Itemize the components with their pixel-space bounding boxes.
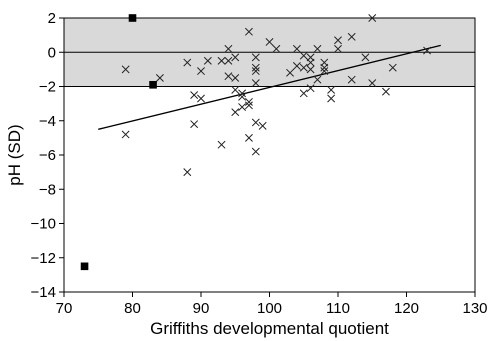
y-axis-title: pH (SD) [5, 124, 24, 185]
y-tick-label: −2 [39, 79, 56, 96]
data-point-cross [299, 89, 308, 98]
data-point-cross [251, 118, 260, 127]
x-tick-label: 120 [394, 300, 419, 317]
data-point-cross [224, 44, 233, 53]
data-point-cross [203, 56, 212, 65]
data-point-cross [231, 108, 240, 117]
data-point-cross [251, 147, 260, 156]
y-tick-label: 0 [48, 44, 56, 61]
data-point-cross [265, 38, 274, 46]
data-point-cross [299, 63, 308, 72]
data-point-cross [313, 75, 322, 84]
data-point-cross [251, 67, 260, 76]
data-point-cross [190, 120, 199, 129]
x-axis-title: Griffiths developmental quotient [150, 319, 389, 338]
data-point-cross [244, 133, 253, 142]
data-point-cross [306, 58, 315, 67]
data-point-cross [292, 61, 301, 70]
data-point-cross [368, 79, 377, 88]
data-point-cross [224, 56, 233, 65]
data-point-cross [258, 121, 267, 130]
data-point-cross [368, 14, 377, 22]
data-point-cross [244, 27, 253, 36]
data-point-cross [217, 56, 226, 65]
data-point-cross [320, 63, 329, 72]
data-point-cross [320, 67, 329, 76]
y-tick-label: 2 [48, 10, 56, 27]
x-tick-label: 110 [326, 300, 350, 317]
data-point-cross [197, 94, 205, 103]
data-point-cross [155, 73, 164, 82]
data-point-cross [251, 63, 260, 72]
data-point-cross [286, 68, 295, 77]
data-point-cross [313, 44, 322, 53]
x-tick-label: 100 [257, 300, 282, 317]
x-tick-label: 130 [462, 300, 487, 317]
data-point-cross [217, 140, 226, 149]
y-tick-label: −8 [39, 181, 56, 198]
data-point-cross [306, 84, 315, 93]
data-point-cross [251, 79, 260, 88]
regression-line [98, 44, 441, 130]
data-points [80, 14, 432, 271]
data-point-cross [231, 73, 240, 82]
data-point-cross [327, 94, 336, 103]
data-point-cross [347, 32, 356, 41]
data-point-cross [183, 58, 192, 67]
data-point-cross [361, 53, 370, 62]
y-tick-label: −6 [39, 147, 56, 164]
data-point-cross [238, 92, 247, 101]
data-point-cross [121, 130, 130, 139]
data-point-cross [423, 46, 432, 55]
x-tick-label: 70 [56, 300, 73, 317]
data-point-cross [388, 63, 397, 72]
data-point-cross [244, 101, 253, 110]
data-point-cross [306, 65, 315, 74]
data-point-square [149, 80, 157, 89]
data-point-cross [299, 51, 308, 60]
data-point-square [80, 262, 89, 271]
data-point-cross [244, 97, 253, 106]
y-tick-label: −10 [31, 216, 56, 233]
data-point-cross [183, 168, 192, 177]
data-point-cross [121, 65, 130, 74]
data-point-cross [292, 44, 301, 53]
data-point-cross [381, 87, 390, 96]
x-axis: 70 80 90 100 110 120 130 [56, 292, 488, 317]
data-point-cross [238, 103, 247, 112]
data-point-cross [197, 67, 205, 76]
y-axis: 2 0 −2 −4 −6 −8 −10 −12 −14 [31, 10, 64, 301]
y-tick-label: −12 [31, 250, 56, 267]
data-point-cross [231, 53, 240, 62]
data-point-cross [347, 75, 356, 84]
data-point-cross [231, 85, 240, 94]
x-tick-label: 80 [124, 300, 141, 317]
data-point-cross [272, 44, 281, 53]
x-tick-label: 90 [193, 300, 210, 317]
data-point-cross [238, 89, 247, 98]
data-point-cross [334, 36, 342, 45]
y-tick-label: −4 [39, 113, 56, 130]
data-point-cross [224, 72, 233, 81]
data-point-cross [190, 91, 199, 100]
data-point-cross [327, 85, 336, 94]
data-point-cross [334, 44, 342, 53]
data-point-cross [251, 53, 260, 62]
y-tick-label: −14 [31, 284, 56, 301]
data-point-square [128, 14, 137, 22]
